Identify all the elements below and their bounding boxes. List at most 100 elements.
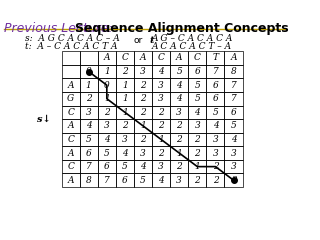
Text: 4: 4	[176, 94, 182, 103]
Bar	[152, 119, 170, 133]
Text: A: A	[67, 176, 74, 185]
Text: 2: 2	[231, 176, 236, 185]
Text: A: A	[230, 54, 237, 62]
Bar	[225, 51, 243, 65]
Bar	[170, 146, 188, 160]
Text: 5: 5	[195, 94, 200, 103]
Bar	[170, 174, 188, 187]
Bar	[170, 51, 188, 65]
Bar	[134, 174, 152, 187]
Bar	[188, 133, 206, 146]
Bar	[80, 78, 98, 92]
Bar	[116, 174, 134, 187]
Text: 3: 3	[158, 81, 164, 90]
Text: 5: 5	[86, 135, 92, 144]
Bar	[98, 133, 116, 146]
Bar	[61, 106, 80, 119]
Text: 6: 6	[212, 94, 218, 103]
Bar	[206, 133, 225, 146]
Bar	[134, 133, 152, 146]
Text: 4: 4	[158, 67, 164, 76]
Text: C: C	[67, 162, 74, 171]
Bar	[98, 146, 116, 160]
Bar	[206, 78, 225, 92]
Text: 7: 7	[104, 176, 110, 185]
Bar	[61, 51, 80, 65]
Bar	[152, 160, 170, 174]
Text: 6: 6	[231, 108, 236, 117]
Bar	[170, 133, 188, 146]
Bar	[152, 106, 170, 119]
Bar	[80, 119, 98, 133]
Text: 1: 1	[176, 149, 182, 157]
Bar	[80, 133, 98, 146]
Text: t:  A – C A C A C T A: t: A – C A C A C T A	[25, 42, 118, 51]
Bar	[170, 106, 188, 119]
Text: A: A	[176, 54, 182, 62]
Text: 0: 0	[86, 67, 92, 76]
Text: 6: 6	[86, 149, 92, 157]
Text: 4: 4	[212, 121, 218, 130]
Text: T: T	[212, 54, 219, 62]
Text: C: C	[67, 108, 74, 117]
Text: 1: 1	[158, 135, 164, 144]
Bar	[80, 160, 98, 174]
Text: 1: 1	[195, 162, 200, 171]
Bar	[188, 119, 206, 133]
Bar	[225, 92, 243, 106]
Text: 4: 4	[231, 135, 236, 144]
Text: 6: 6	[122, 176, 128, 185]
Bar	[225, 174, 243, 187]
Text: 4: 4	[158, 176, 164, 185]
Bar	[170, 92, 188, 106]
Text: 7: 7	[231, 94, 236, 103]
Bar	[116, 119, 134, 133]
Bar	[206, 174, 225, 187]
Text: 1: 1	[140, 121, 146, 130]
Bar	[116, 160, 134, 174]
Text: t: t	[150, 36, 154, 45]
Bar	[61, 174, 80, 187]
Bar	[98, 92, 116, 106]
Bar	[152, 174, 170, 187]
Text: 2: 2	[140, 108, 146, 117]
Text: 5: 5	[231, 121, 236, 130]
Text: 2: 2	[86, 94, 92, 103]
Bar	[80, 106, 98, 119]
Bar	[134, 51, 152, 65]
Bar	[188, 92, 206, 106]
Text: 1: 1	[122, 81, 128, 90]
Bar	[188, 106, 206, 119]
Text: 4: 4	[86, 121, 92, 130]
Text: 3: 3	[212, 135, 218, 144]
Bar	[61, 119, 80, 133]
Text: 3: 3	[176, 108, 182, 117]
Bar	[80, 51, 98, 65]
Text: 1: 1	[104, 94, 110, 103]
Text: s↓: s↓	[37, 114, 51, 124]
Bar	[134, 119, 152, 133]
Text: 2: 2	[176, 135, 182, 144]
Text: 3: 3	[176, 176, 182, 185]
Text: 5: 5	[122, 162, 128, 171]
Text: 6: 6	[195, 67, 200, 76]
Bar	[170, 78, 188, 92]
Bar	[225, 160, 243, 174]
Bar	[170, 119, 188, 133]
Bar	[61, 78, 80, 92]
Text: A: A	[67, 81, 74, 90]
Text: 7: 7	[212, 67, 218, 76]
Bar	[152, 65, 170, 78]
Text: 5: 5	[176, 67, 182, 76]
Text: 8: 8	[86, 176, 92, 185]
Text: A: A	[67, 121, 74, 130]
Text: 3: 3	[212, 149, 218, 157]
Text: 3: 3	[86, 108, 92, 117]
Bar	[80, 146, 98, 160]
Bar	[134, 146, 152, 160]
Text: 2: 2	[176, 162, 182, 171]
Bar	[188, 160, 206, 174]
Text: 6: 6	[104, 162, 110, 171]
Text: 2: 2	[122, 121, 128, 130]
Bar	[116, 65, 134, 78]
